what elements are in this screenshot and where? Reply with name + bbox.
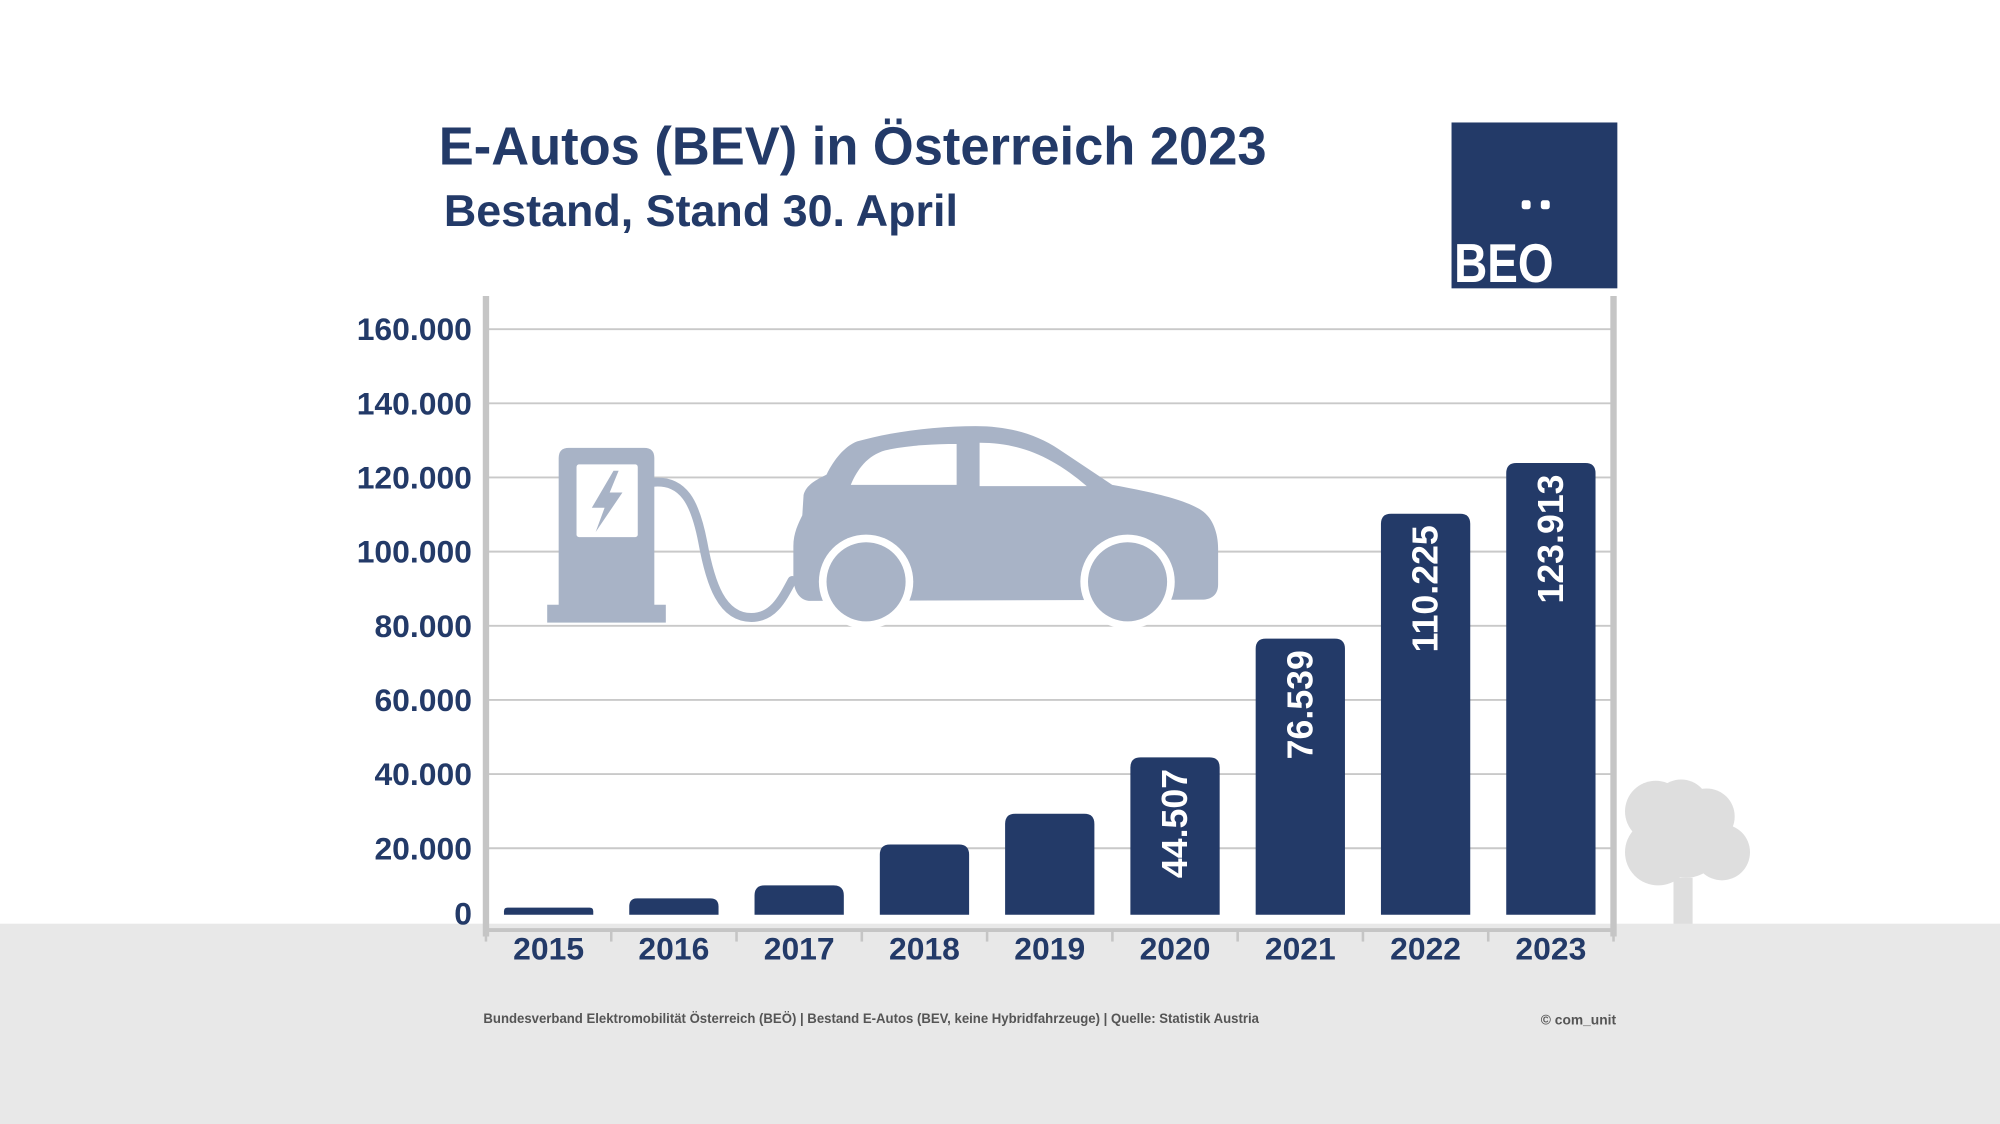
data-label: 44.507 [1155, 769, 1195, 878]
car-wheel [1088, 542, 1168, 622]
source-note: Bundesverband Elektromobilität Österreic… [483, 1011, 1259, 1026]
data-label: 76.539 [1280, 650, 1320, 759]
car-rear-window [850, 443, 957, 485]
chart-title: E-Autos (BEV) in Österreich 2023 [439, 118, 1267, 177]
electric-car-icon [793, 426, 1219, 629]
x-tick-label: 2023 [1515, 930, 1586, 966]
x-axis-labels: 2015 2016 2017 2018 2019 2020 2021 2022 2023 [513, 930, 1586, 966]
y-tick-label: 60.000 [374, 682, 471, 718]
y-tick-label: 160.000 [357, 311, 472, 347]
bars [503, 462, 1596, 915]
bar-2022 [1380, 513, 1471, 915]
lightning-bolt-icon [591, 470, 623, 533]
x-tick-label: 2020 [1140, 930, 1211, 966]
bar-2017 [754, 885, 844, 915]
logo-text: BEO [1454, 232, 1553, 294]
y-tick-label: 80.000 [374, 608, 471, 644]
copyright-note: © com_unit [1541, 1012, 1617, 1027]
bar-2020 [1130, 757, 1220, 915]
ground-area [0, 923, 2000, 1124]
y-tick-label: 40.000 [374, 756, 471, 792]
bar-2018 [879, 844, 970, 915]
charging-cable [648, 477, 797, 622]
bar-2023 [1506, 462, 1596, 915]
bar-2019 [1005, 813, 1095, 915]
data-labels: 44.507 76.539 110.225 123.913 [1155, 474, 1571, 878]
logo-umlaut-dots [1521, 200, 1550, 210]
x-tick-label: 2018 [889, 930, 960, 966]
axes [482, 295, 1617, 942]
y-axis-labels: 0 20.000 40.000 60.000 80.000 100.000 120.000 1… [357, 311, 472, 931]
y-tick-label: 140.000 [357, 385, 472, 421]
x-tick-label: 2019 [1014, 930, 1085, 966]
y-tick-label: 100.000 [357, 534, 472, 570]
charging-station-icon [547, 447, 666, 623]
y-tick-label: 0 [454, 895, 472, 931]
chart-subtitle: Bestand, Stand 30. April [444, 187, 958, 236]
data-label: 123.913 [1531, 474, 1571, 603]
x-tick-label: 2022 [1390, 930, 1461, 966]
tree-icon [1625, 779, 1750, 927]
bar-2021 [1255, 638, 1345, 915]
bar-2016 [629, 898, 719, 915]
car-wheel [826, 542, 906, 622]
x-tick-label: 2021 [1265, 930, 1336, 966]
car-front-window [979, 442, 1087, 487]
data-label: 110.225 [1406, 525, 1446, 652]
logo-badge: BEO [1451, 122, 1618, 294]
x-tick-label: 2017 [764, 930, 835, 966]
x-tick-label: 2015 [513, 930, 584, 966]
x-tick-label: 2016 [638, 930, 709, 966]
y-tick-label: 120.000 [357, 459, 472, 495]
bar-2015 [503, 907, 594, 915]
y-tick-label: 20.000 [374, 830, 471, 866]
